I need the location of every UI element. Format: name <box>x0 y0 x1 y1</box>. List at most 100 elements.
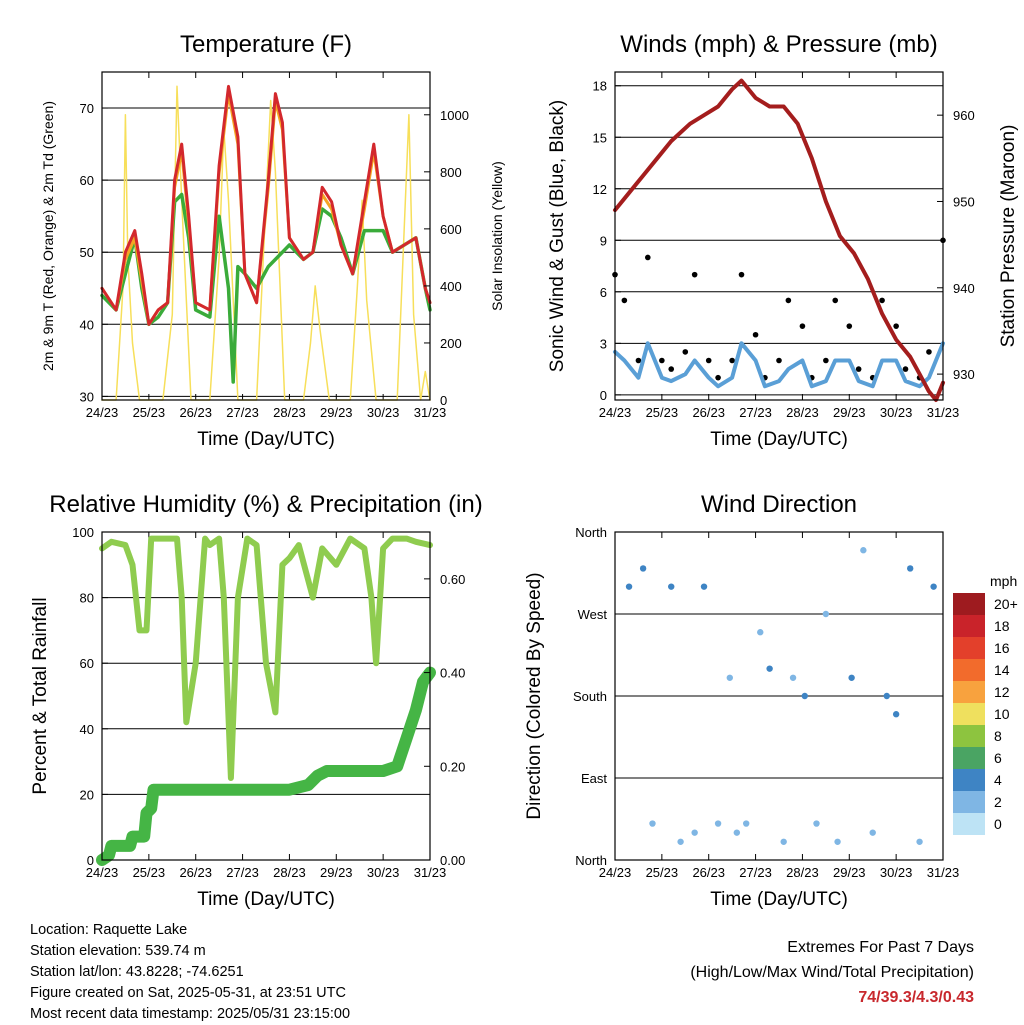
humidity-y-tick-label-left: 100 <box>72 525 94 540</box>
speed-legend-label: 10 <box>994 706 1010 722</box>
humidity-y-tick-label-left: 80 <box>80 591 94 606</box>
humidity-x-tick-label: 31/23 <box>414 865 447 880</box>
winds-gust-point <box>715 374 721 381</box>
temperature-title: Temperature (F) <box>180 31 352 58</box>
wind-direction-point <box>916 838 923 845</box>
winds-ylabel-right: Station Pressure (Maroon) <box>998 125 1019 348</box>
winds-gust-point <box>668 366 675 372</box>
humidity-panel: Relative Humidity (%) & Precipitation (i… <box>30 491 483 910</box>
humidity-y-tick-label-left: 20 <box>80 787 94 802</box>
temperature-x-tick-label: 29/23 <box>320 405 353 420</box>
wind_direction-xlabel: Time (Day/UTC) <box>710 889 848 910</box>
temperature-y-tick-label-left: 40 <box>80 317 94 332</box>
temperature-y-tick-label-left: 50 <box>80 245 94 260</box>
speed-legend-label: 16 <box>994 640 1010 656</box>
speed-legend-swatch <box>953 593 985 615</box>
winds-xlabel: Time (Day/UTC) <box>710 429 848 450</box>
temperature-y-tick-label-right: 600 <box>440 222 462 237</box>
wind-direction-point <box>892 711 900 718</box>
wind-direction-point <box>691 829 698 836</box>
winds-gust-point <box>902 366 909 372</box>
temperature-y-tick-label-right: 0 <box>440 393 447 408</box>
speed-legend-swatch <box>953 769 985 791</box>
winds-gust-point <box>776 357 782 364</box>
winds-gust-point <box>785 297 792 304</box>
humidity-y-tick-label-left: 40 <box>80 722 94 737</box>
winds-gust-point <box>635 357 642 364</box>
temperature-ylabel-right: Solar Insolation (Yellow) <box>489 161 505 311</box>
winds-y-tick-label-left: 15 <box>593 130 607 145</box>
wind-direction-point <box>848 674 855 681</box>
winds-gust-point <box>705 357 712 364</box>
winds-series-station-pressure <box>613 78 945 402</box>
winds-y-tick-label-left: 9 <box>600 233 607 248</box>
temperature-series-solar-insolation <box>101 85 431 401</box>
speed-legend-swatch <box>953 791 985 813</box>
winds-series-sonic-wind <box>613 341 945 389</box>
temperature-x-tick-label: 26/23 <box>179 405 212 420</box>
temperature-x-tick-label: 24/23 <box>86 405 119 420</box>
humidity-x-tick-label: 29/23 <box>320 865 353 880</box>
temperature-x-tick-label: 25/23 <box>133 405 166 420</box>
wind-direction-point <box>822 610 830 618</box>
humidity-series-relative-humidity <box>99 535 433 781</box>
speed-legend-swatch <box>953 747 985 769</box>
wind-direction-point <box>668 583 675 590</box>
winds-y-tick-label-left: 18 <box>593 79 607 94</box>
humidity-y-tick-label-right: 0.40 <box>440 666 465 681</box>
wind_direction-x-tick-label: 30/23 <box>880 865 913 880</box>
wind_direction-panel: Wind Direction 24/23 25/23 26/23 27/23 28/23 2… <box>524 491 959 910</box>
extremes-values: 74/39.3/4.3/0.43 <box>858 989 974 1006</box>
wind_direction-x-tick-label: 25/23 <box>646 865 679 880</box>
speed-legend-swatch <box>953 703 985 725</box>
winds-panel: Winds (mph) & Pressure (mb) 24/23 25/23 26/… <box>547 31 1019 450</box>
humidity-title: Relative Humidity (%) & Precipitation (i… <box>49 491 482 518</box>
figure-created: Figure created on Sat, 2025-05-31, at 23… <box>30 985 346 1001</box>
temperature-x-tick-label: 28/23 <box>273 405 306 420</box>
winds-gust-point <box>752 331 759 338</box>
winds-gust-point <box>832 297 839 304</box>
winds-gust-point <box>846 323 853 329</box>
temperature-y-tick-label-right: 200 <box>440 336 462 351</box>
temperature-y-tick-label-right: 400 <box>440 279 462 294</box>
station-info: Location: Raquette Lake Station elevatio… <box>30 920 350 1025</box>
winds-gust-point <box>879 297 885 304</box>
wind_direction-y-tick-label-left: North <box>575 853 607 868</box>
winds-y-tick-label-right: 940 <box>953 281 975 296</box>
temperature-y-tick-label-left: 30 <box>80 389 94 404</box>
winds-y-tick-label-left: 6 <box>600 285 607 300</box>
winds-gust-point <box>645 254 651 261</box>
wind-direction-point <box>883 692 890 700</box>
wind-direction-point <box>860 547 867 554</box>
wind_direction-y-tick-label-left: South <box>573 689 607 704</box>
speed-legend-label: 0 <box>994 816 1002 832</box>
wind-direction-point <box>789 674 797 681</box>
wind-direction-point <box>649 820 656 827</box>
temperature-series-2m-t <box>100 84 432 326</box>
wind-direction-point <box>743 820 750 827</box>
winds-x-tick-label: 29/23 <box>833 405 866 420</box>
speed-legend-swatch <box>953 615 985 637</box>
winds-y-tick-label-right: 960 <box>953 108 975 123</box>
winds-plot-border <box>614 71 944 401</box>
humidity-y-tick-label-right: 0.20 <box>440 759 465 774</box>
winds-x-tick-label: 27/23 <box>739 405 772 420</box>
wind-direction-point <box>780 838 787 845</box>
wind-direction-point <box>834 838 841 845</box>
winds-gust-point <box>855 366 862 372</box>
winds-x-tick-label: 26/23 <box>692 405 725 420</box>
speed-legend-label: 18 <box>994 618 1010 634</box>
speed-legend-label: 14 <box>994 662 1010 678</box>
speed-legend-label: 12 <box>994 684 1010 700</box>
winds-y-tick-label-left: 3 <box>600 336 607 351</box>
speed-legend-title: mph <box>990 573 1017 589</box>
temperature-y-tick-label-right: 800 <box>440 165 462 180</box>
humidity-y-tick-label-right: 0.60 <box>440 572 465 587</box>
speed-legend-swatch <box>953 637 985 659</box>
winds-y-tick-label-right: 950 <box>953 194 975 209</box>
wind-direction-point <box>907 565 914 572</box>
wind_direction-x-tick-label: 31/23 <box>927 865 960 880</box>
wind_direction-x-tick-label: 26/23 <box>692 865 725 880</box>
speed-legend-label: 8 <box>994 728 1002 744</box>
